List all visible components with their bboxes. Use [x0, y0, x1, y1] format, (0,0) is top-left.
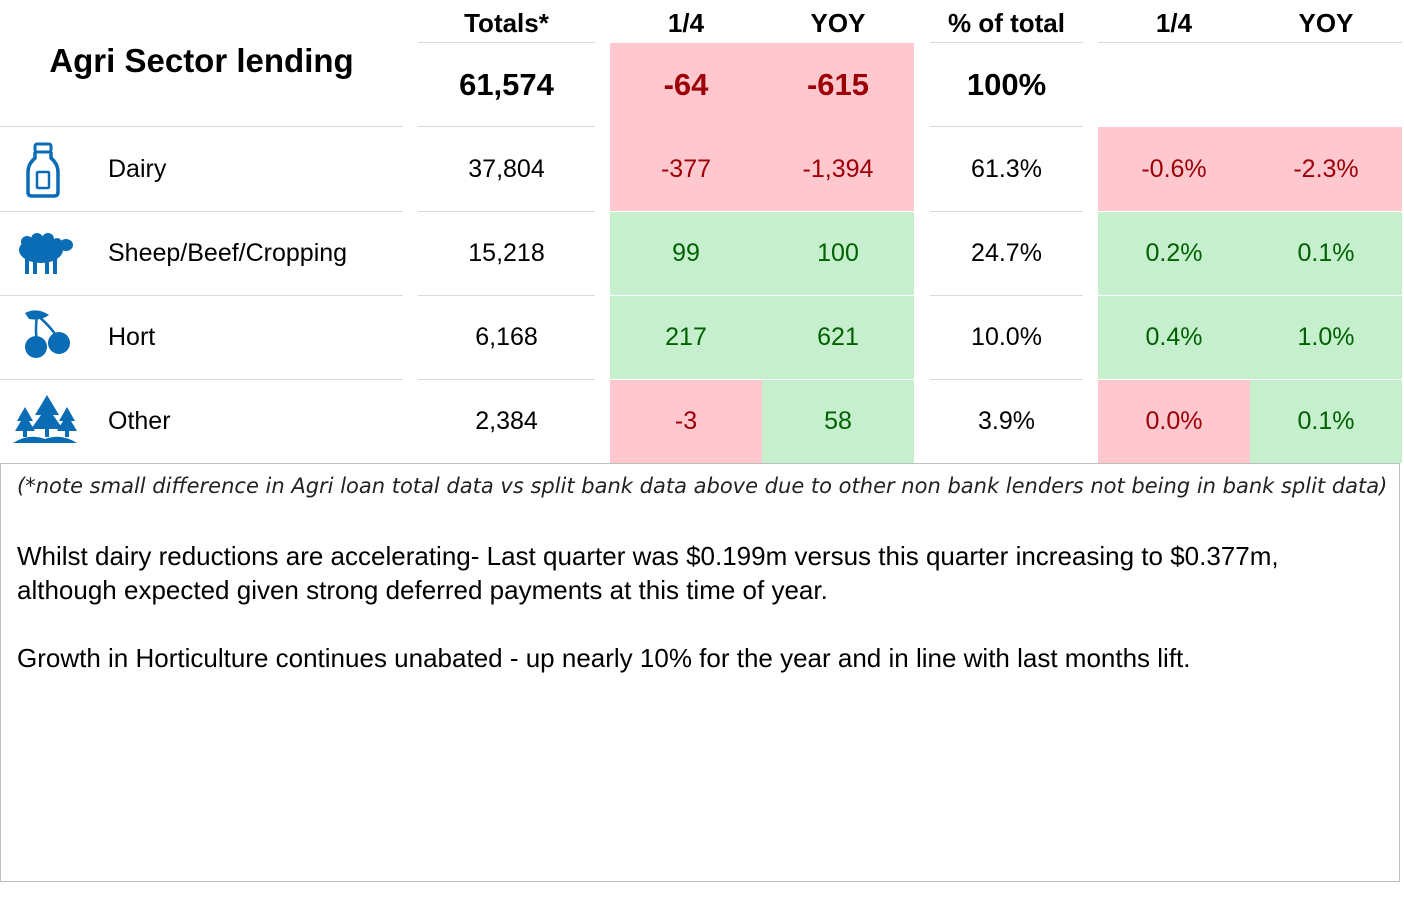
row-pct-total: 24.7%: [971, 239, 1042, 267]
divider: [418, 126, 595, 127]
row-quarter-change: -3: [610, 380, 762, 463]
row-yoy-pct: 0.1%: [1250, 212, 1402, 295]
divider: [418, 295, 595, 296]
footnote: (*note small difference in Agri loan tot…: [17, 474, 1388, 498]
divider: [930, 295, 1083, 296]
divider: [930, 379, 1083, 380]
row-yoy-change: 100: [762, 212, 914, 295]
divider: [0, 126, 403, 127]
divider: [930, 42, 1083, 43]
row-label: Sheep/Beef/Cropping: [108, 239, 348, 267]
totals-pct-total: 100%: [966, 67, 1047, 102]
notes-panel: (*note small difference in Agri loan tot…: [0, 463, 1400, 882]
milk-bottle-icon: [18, 140, 68, 200]
divider: [418, 379, 595, 380]
row-label: Hort: [108, 323, 156, 351]
divider: [930, 211, 1083, 212]
header-yoy-pct: YOY: [1298, 8, 1354, 38]
header-totals: Totals*: [464, 8, 549, 38]
header-quarter-pct: 1/4: [1155, 8, 1193, 38]
row-quarter-pct: 0.4%: [1098, 296, 1250, 379]
row-total: 6,168: [475, 323, 538, 351]
divider: [1098, 42, 1402, 43]
row-label: Other: [108, 407, 171, 435]
row-yoy-pct: 0.1%: [1250, 380, 1402, 463]
commentary-dairy-line2: although expected given strong deferred …: [17, 575, 828, 605]
header-quarter-change: 1/4: [667, 8, 705, 38]
divider: [0, 295, 403, 296]
header-yoy-change: YOY: [810, 8, 866, 38]
divider: [0, 379, 403, 380]
row-yoy-change: -1,394: [762, 127, 914, 211]
row-pct-total: 61.3%: [971, 154, 1042, 183]
commentary-horticulture: Growth in Horticulture continues unabate…: [17, 643, 1191, 673]
totals-total: 61,574: [459, 67, 554, 102]
row-yoy-change: 621: [762, 296, 914, 379]
divider: [418, 211, 595, 212]
row-yoy-pct: 1.0%: [1250, 296, 1402, 379]
cherries-icon: [18, 308, 74, 360]
divider: [930, 126, 1083, 127]
row-pct-total: 10.0%: [971, 323, 1042, 351]
row-yoy-change: 58: [762, 380, 914, 463]
row-label: Dairy: [108, 154, 167, 183]
row-quarter-change: 99: [610, 212, 762, 295]
row-quarter-change: -377: [610, 127, 762, 211]
divider: [418, 42, 595, 43]
row-total: 15,218: [468, 239, 545, 267]
sheep-icon: [16, 228, 76, 278]
totals-yoy-change: -615: [762, 43, 914, 127]
row-quarter-pct: 0.0%: [1098, 380, 1250, 463]
trees-icon: [12, 392, 78, 446]
row-pct-total: 3.9%: [978, 407, 1035, 435]
divider: [0, 211, 403, 212]
totals-quarter-change: -64: [610, 43, 762, 127]
header-pct-total: % of total: [948, 8, 1065, 38]
row-quarter-pct: -0.6%: [1098, 127, 1250, 211]
row-total: 2,384: [475, 407, 538, 435]
commentary-dairy-line1: Whilst dairy reductions are accelerating…: [17, 541, 1279, 571]
row-yoy-pct: -2.3%: [1250, 127, 1402, 211]
row-quarter-pct: 0.2%: [1098, 212, 1250, 295]
page-title: Agri Sector lending: [49, 42, 354, 79]
row-quarter-change: 217: [610, 296, 762, 379]
row-total: 37,804: [468, 154, 545, 183]
